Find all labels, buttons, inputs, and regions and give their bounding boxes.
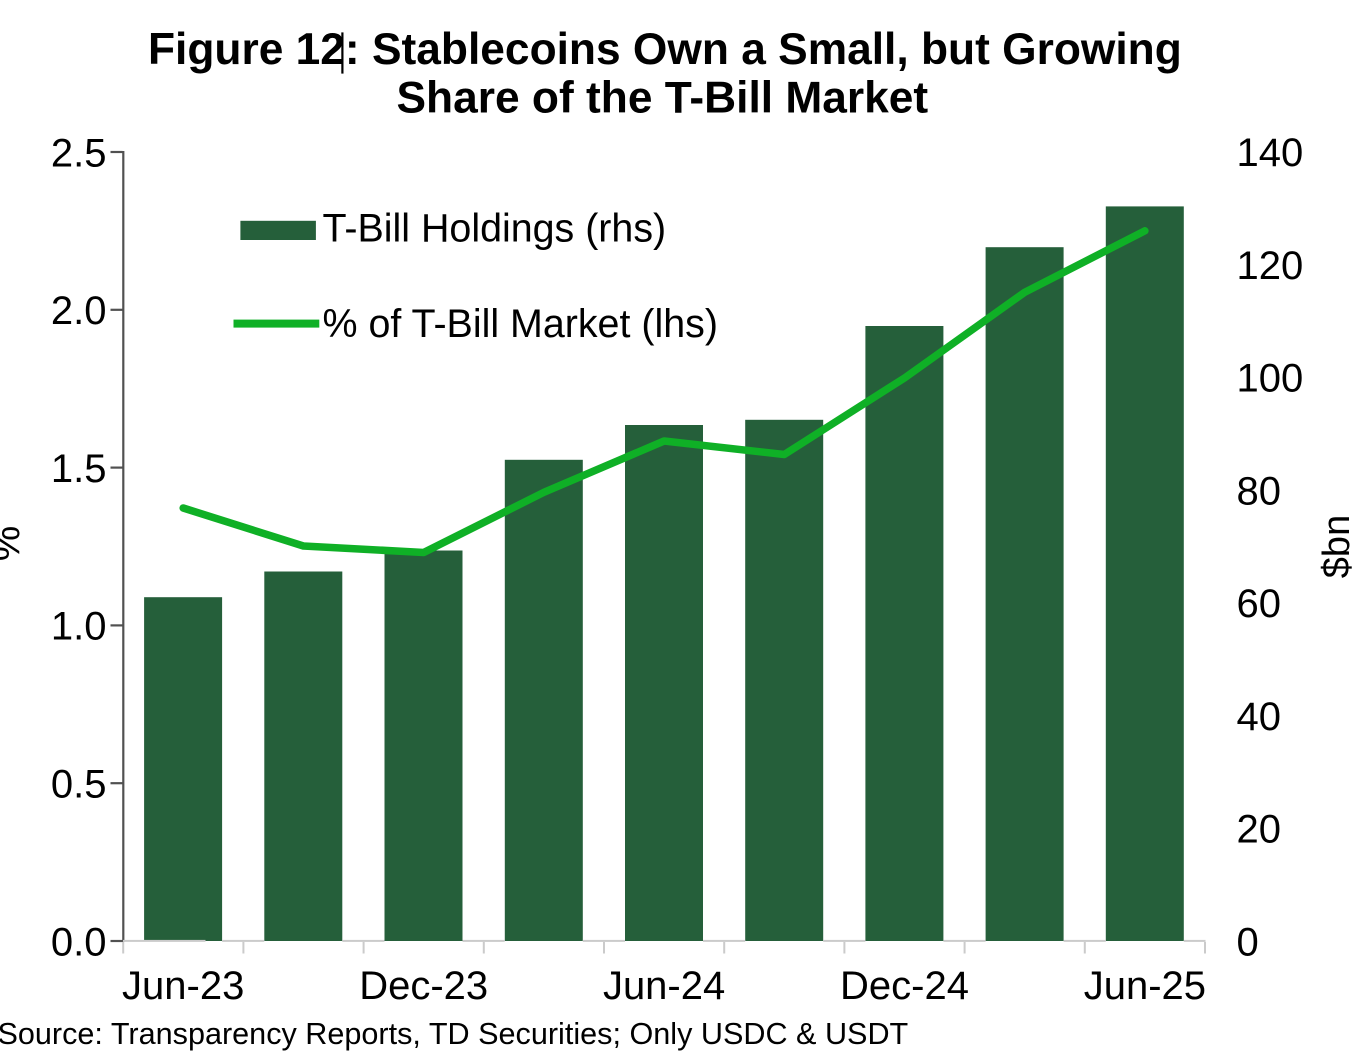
svg-text:%: % (0, 526, 29, 562)
svg-text:$bn: $bn (1316, 515, 1357, 578)
svg-text:1.0: 1.0 (51, 605, 107, 649)
svg-text:% of T-Bill Market (lhs): % of T-Bill Market (lhs) (323, 302, 718, 346)
svg-text:Jun-24: Jun-24 (603, 964, 725, 1008)
svg-text:Figure 12: Stablecoins Own a S: Figure 12: Stablecoins Own a Small, but … (148, 25, 1182, 74)
svg-text:40: 40 (1237, 695, 1282, 739)
svg-text:Jun-25: Jun-25 (1084, 964, 1206, 1008)
svg-text:2.5: 2.5 (51, 131, 107, 175)
svg-text:2.0: 2.0 (51, 289, 107, 333)
svg-text:80: 80 (1237, 469, 1282, 513)
svg-text:Source: Transparency Reports,: Source: Transparency Reports, TD Securit… (0, 1017, 908, 1051)
svg-text:140: 140 (1237, 131, 1304, 175)
svg-text:0.5: 0.5 (51, 763, 107, 807)
svg-text:100: 100 (1237, 357, 1304, 401)
svg-text:20: 20 (1237, 808, 1282, 852)
svg-text:Dec-24: Dec-24 (840, 964, 969, 1008)
svg-text:1.5: 1.5 (51, 447, 107, 491)
svg-text:0.0: 0.0 (51, 920, 107, 964)
svg-text:T-Bill Holdings (rhs): T-Bill Holdings (rhs) (323, 207, 667, 251)
svg-text:120: 120 (1237, 244, 1304, 288)
svg-text:60: 60 (1237, 582, 1282, 626)
svg-text:Dec-23: Dec-23 (359, 964, 488, 1008)
svg-text:0: 0 (1237, 920, 1259, 964)
svg-text:Jun-23: Jun-23 (122, 964, 244, 1008)
svg-text:Share of the T-Bill Market: Share of the T-Bill Market (397, 73, 929, 122)
